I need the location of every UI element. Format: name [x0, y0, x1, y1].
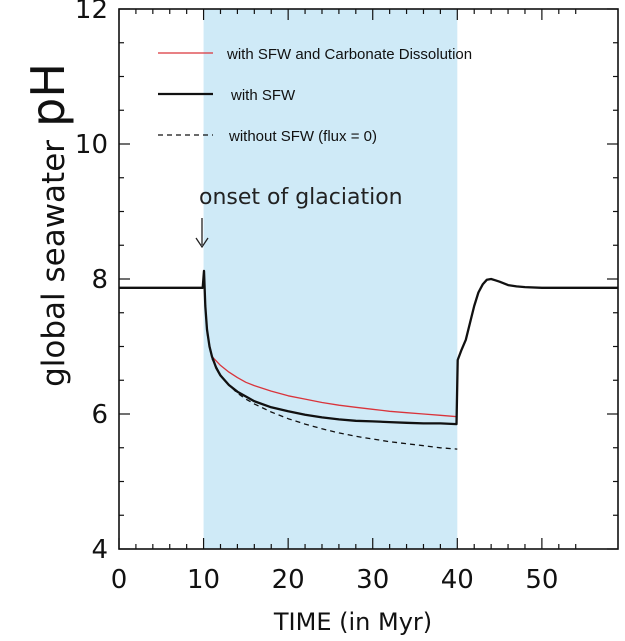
x-tick-label: 50 [525, 565, 558, 595]
series-line-2 [119, 269, 618, 426]
y-axis-title: global seawater pH [21, 63, 75, 387]
svg-text:global seawater pH: global seawater pH [21, 63, 75, 387]
annotation-text: onset of glaciation [199, 185, 403, 210]
legend-label-series-2: with SFW [230, 87, 296, 104]
y-tick-label: 8 [91, 265, 108, 295]
x-tick-label: 40 [441, 565, 474, 595]
y-axis-title-ph: pH [21, 63, 75, 127]
y-tick-label: 4 [91, 535, 108, 565]
tick-labels: 0 10 20 30 40 50 4 6 8 10 12 [75, 0, 559, 595]
legend-label-series-1: with SFW and Carbonate Dissolution [226, 46, 472, 63]
y-tick-label: 12 [75, 0, 108, 25]
x-tick-label: 30 [356, 565, 389, 595]
x-tick-label: 10 [187, 565, 220, 595]
legend-label-series-3: without SFW (flux = 0) [228, 128, 377, 145]
series-line-3 [211, 358, 458, 450]
plot-frame [118, 8, 619, 550]
series-layer [119, 269, 618, 450]
shaded-glaciation-region [203, 9, 458, 549]
series-line-1 [206, 332, 458, 418]
annotation-onset: onset of glaciation [195, 185, 403, 249]
x-tick-label: 0 [111, 565, 128, 595]
legend: with SFW and Carbonate Dissolution with … [158, 46, 472, 145]
y-axis-title-text: global seawater [36, 140, 72, 387]
annotation-arrow-head [195, 237, 209, 249]
x-axis-title: TIME (in Myr) [273, 608, 432, 636]
x-tick-label: 20 [272, 565, 305, 595]
y-tick-label: 10 [75, 130, 108, 160]
y-tick-label: 6 [91, 400, 108, 430]
